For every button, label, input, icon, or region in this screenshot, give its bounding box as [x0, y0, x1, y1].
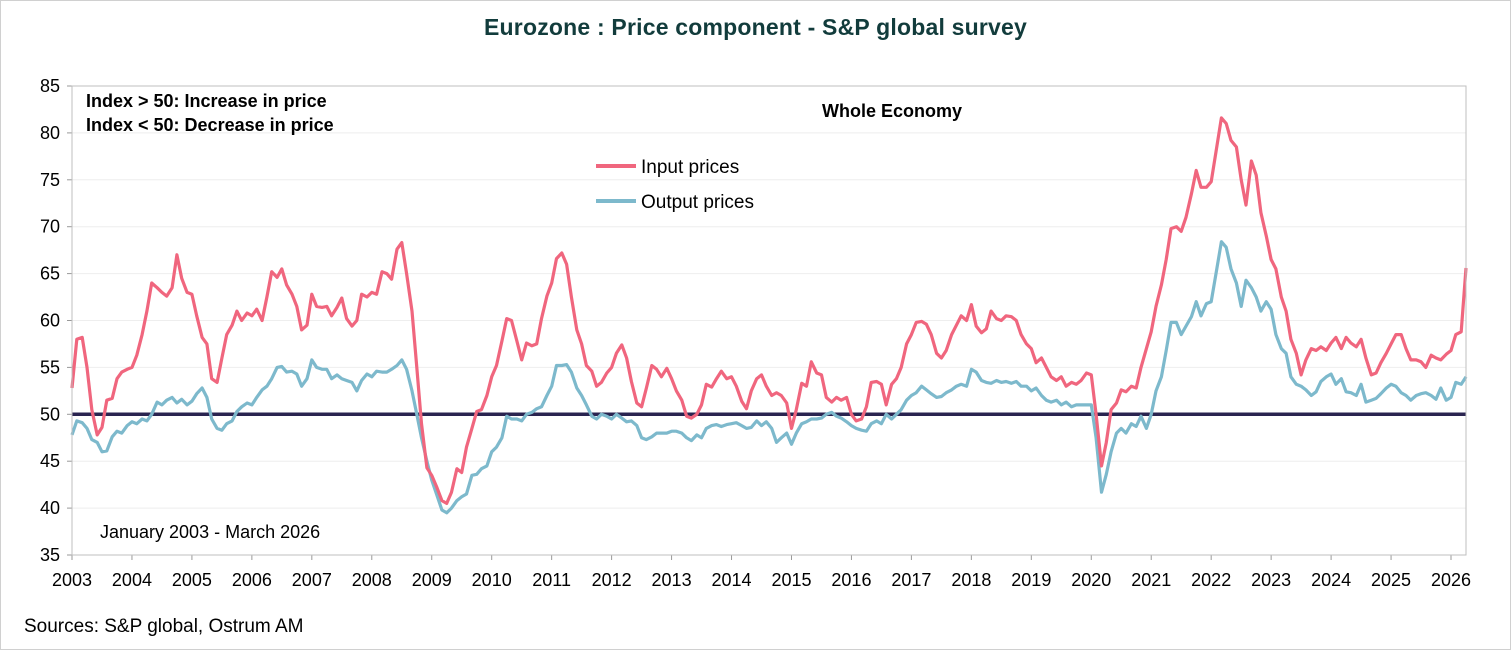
x-tick-label-2022: 2022: [1191, 570, 1231, 590]
x-tick-label-2015: 2015: [771, 570, 811, 590]
x-tick-label-2012: 2012: [592, 570, 632, 590]
y-tick-label-40: 40: [40, 498, 60, 518]
x-tick-label-2023: 2023: [1251, 570, 1291, 590]
y-tick-label-80: 80: [40, 123, 60, 143]
annotation-index-above: Index > 50: Increase in price: [86, 91, 327, 111]
y-tick-label-85: 85: [40, 76, 60, 96]
y-tick-label-75: 75: [40, 170, 60, 190]
x-tick-label-2006: 2006: [232, 570, 272, 590]
x-tick-label-2020: 2020: [1071, 570, 1111, 590]
y-tick-label-50: 50: [40, 404, 60, 424]
x-tick-label-2021: 2021: [1131, 570, 1171, 590]
legend-label-input-prices: Input prices: [641, 157, 739, 178]
legend: Input prices Output prices: [596, 157, 754, 213]
y-tick-label-55: 55: [40, 357, 60, 377]
y-tick-label-70: 70: [40, 217, 60, 237]
y-tick-label-60: 60: [40, 311, 60, 331]
x-tick-label-2005: 2005: [172, 570, 212, 590]
legend-label-output-prices: Output prices: [641, 192, 754, 213]
x-tick-label-2010: 2010: [472, 570, 512, 590]
x-tick-label-2017: 2017: [891, 570, 931, 590]
x-tick-label-2004: 2004: [112, 570, 152, 590]
plot-area: [71, 85, 1467, 556]
x-tick-label-2019: 2019: [1011, 570, 1051, 590]
series-line-input-prices: [70, 116, 1468, 505]
x-tick-label-2016: 2016: [831, 570, 871, 590]
x-tick-label-2009: 2009: [412, 570, 452, 590]
chart-title: Eurozone : Price component - S&P global …: [484, 14, 1027, 40]
x-tick-label-2025: 2025: [1371, 570, 1411, 590]
x-tick-label-2013: 2013: [652, 570, 692, 590]
x-tick-label-2011: 2011: [532, 570, 571, 590]
y-axis-ticks: 35 40 45 50 55 60 65 70 75 80 85: [40, 76, 72, 565]
x-tick-label-2014: 2014: [712, 570, 752, 590]
y-tick-label-35: 35: [40, 545, 60, 565]
y-tick-label-65: 65: [40, 264, 60, 284]
y-tick-label-45: 45: [40, 451, 60, 471]
x-tick-label-2007: 2007: [292, 570, 332, 590]
x-tick-label-2024: 2024: [1311, 570, 1351, 590]
series-line-output-prices: [70, 240, 1468, 515]
chart-subtitle: Whole Economy: [822, 101, 962, 121]
x-tick-label-2008: 2008: [352, 570, 392, 590]
annotation-period: January 2003 - March 2026: [100, 522, 320, 542]
x-tick-label-2003: 2003: [52, 570, 92, 590]
annotation-index-below: Index < 50: Decrease in price: [86, 115, 334, 135]
x-axis-ticks: 2003 2004 2005 2006 2007 2008 2009 2010 2011 2012…: [52, 555, 1471, 590]
source-note: Sources: S&P global, Ostrum AM: [24, 616, 304, 637]
x-tick-label-2026: 2026: [1431, 570, 1471, 590]
x-tick-label-2018: 2018: [951, 570, 991, 590]
